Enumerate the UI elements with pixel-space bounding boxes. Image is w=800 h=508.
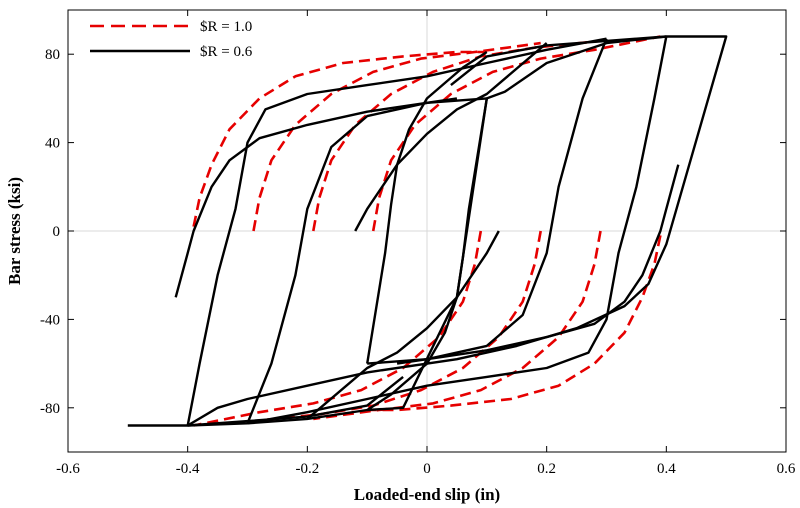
y-tick-label: 0 <box>53 224 61 240</box>
series-layer <box>127 35 728 427</box>
legend-label: $R = 1.0 <box>200 19 252 35</box>
series-curve <box>246 97 458 424</box>
series-r-0-6 <box>127 35 728 427</box>
x-tick-label: 0 <box>423 461 431 477</box>
series-curve <box>174 97 487 298</box>
x-tick-label: -0.4 <box>176 461 200 477</box>
x-axis-title: Loaded-end slip (in) <box>354 485 500 504</box>
series-curve <box>366 50 488 364</box>
series-curve <box>396 38 608 365</box>
x-tick-label: 0.6 <box>777 461 796 477</box>
series-curve <box>186 37 607 426</box>
series-curve <box>367 235 662 412</box>
y-tick-label: -80 <box>40 401 60 417</box>
x-tick-label: 0.2 <box>537 461 556 477</box>
series-curve <box>306 230 500 420</box>
y-tick-label: -40 <box>40 312 60 328</box>
gridlines <box>68 10 786 452</box>
series-curve <box>192 50 487 227</box>
x-tick-label: 0.4 <box>657 461 676 477</box>
y-axis-title: Bar stress (ksi) <box>5 177 24 285</box>
series-curve <box>247 36 668 425</box>
x-tick-label: -0.2 <box>295 461 319 477</box>
series-curve <box>252 41 541 232</box>
series-curve <box>354 42 548 232</box>
x-axis: -0.6 -0.4 -0.2 0 0.2 0.4 0.6 <box>56 10 796 477</box>
y-tick-label: 40 <box>45 136 60 152</box>
legend: $R = 1.0 $R = 0.6 <box>90 19 253 60</box>
series-curve <box>367 164 680 365</box>
x-tick-label: -0.6 <box>56 461 80 477</box>
y-tick-label: 80 <box>45 47 60 63</box>
legend-label: $R = 0.6 <box>200 44 253 60</box>
y-axis: -80 -40 0 40 80 <box>40 47 786 417</box>
series-curve <box>366 98 488 412</box>
